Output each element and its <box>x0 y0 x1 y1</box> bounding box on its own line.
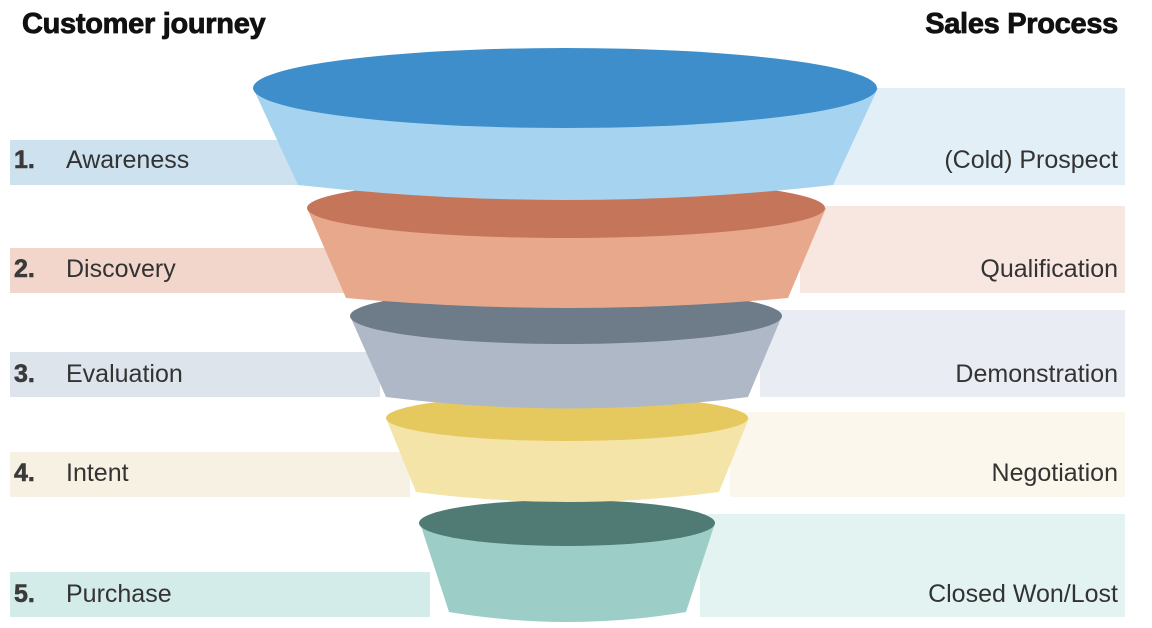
sales-label-closed: Closed Won/Lost <box>928 580 1118 608</box>
band-right-5 <box>700 514 1125 617</box>
band-right-4 <box>730 412 1125 497</box>
journey-label-intent: Intent <box>66 459 129 487</box>
customer-journey-heading: Customer journey <box>22 8 266 41</box>
stage-number-4: 4. <box>14 459 35 488</box>
funnel-segment-1 <box>253 48 878 200</box>
funnel-segment-5 <box>419 500 715 622</box>
band-right-2 <box>800 206 1125 293</box>
journey-label-discovery: Discovery <box>66 255 176 283</box>
funnel-segment-4 <box>386 395 749 502</box>
sales-label-demonstration: Demonstration <box>955 360 1118 388</box>
journey-label-purchase: Purchase <box>66 580 172 608</box>
band-left-5 <box>10 572 430 617</box>
stage-number-5: 5. <box>14 580 35 609</box>
stage-number-1: 1. <box>14 146 35 175</box>
band-left-2 <box>10 248 350 293</box>
sales-label-prospect: (Cold) Prospect <box>944 146 1118 174</box>
stage-number-3: 3. <box>14 360 35 389</box>
sales-process-heading: Sales Process <box>925 8 1119 41</box>
journey-label-awareness: Awareness <box>66 146 190 174</box>
stage-number-2: 2. <box>14 255 35 284</box>
sales-label-negotiation: Negotiation <box>991 459 1118 487</box>
band-right-3 <box>760 310 1125 397</box>
journey-label-evaluation: Evaluation <box>66 360 183 388</box>
sales-label-qualification: Qualification <box>980 255 1118 283</box>
band-left-3 <box>10 352 380 397</box>
band-left-4 <box>10 452 410 497</box>
